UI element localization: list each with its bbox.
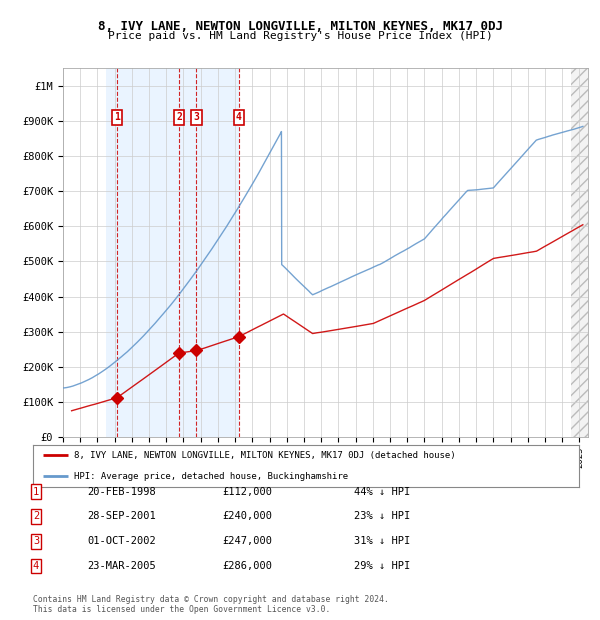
Text: This data is licensed under the Open Government Licence v3.0.: This data is licensed under the Open Gov… xyxy=(33,604,331,614)
Text: 8, IVY LANE, NEWTON LONGVILLE, MILTON KEYNES, MK17 0DJ: 8, IVY LANE, NEWTON LONGVILLE, MILTON KE… xyxy=(97,20,503,33)
Text: £247,000: £247,000 xyxy=(222,536,272,546)
Text: 20-FEB-1998: 20-FEB-1998 xyxy=(87,487,156,497)
Text: 2: 2 xyxy=(176,112,182,122)
Text: £240,000: £240,000 xyxy=(222,512,272,521)
Text: 28-SEP-2001: 28-SEP-2001 xyxy=(87,512,156,521)
Text: 3: 3 xyxy=(193,112,199,122)
Text: 23% ↓ HPI: 23% ↓ HPI xyxy=(354,512,410,521)
Text: £112,000: £112,000 xyxy=(222,487,272,497)
Bar xyxy=(106,68,239,437)
Bar xyxy=(571,68,588,437)
Text: 29% ↓ HPI: 29% ↓ HPI xyxy=(354,561,410,571)
Bar xyxy=(571,68,588,437)
Text: £286,000: £286,000 xyxy=(222,561,272,571)
Text: Contains HM Land Registry data © Crown copyright and database right 2024.: Contains HM Land Registry data © Crown c… xyxy=(33,595,389,604)
Text: HPI: Average price, detached house, Buckinghamshire: HPI: Average price, detached house, Buck… xyxy=(74,472,348,480)
Text: 4: 4 xyxy=(236,112,242,122)
Text: 1: 1 xyxy=(33,487,39,497)
Text: 8, IVY LANE, NEWTON LONGVILLE, MILTON KEYNES, MK17 0DJ (detached house): 8, IVY LANE, NEWTON LONGVILLE, MILTON KE… xyxy=(74,451,455,459)
Text: 31% ↓ HPI: 31% ↓ HPI xyxy=(354,536,410,546)
Text: 2: 2 xyxy=(33,512,39,521)
Text: 23-MAR-2005: 23-MAR-2005 xyxy=(87,561,156,571)
Text: 01-OCT-2002: 01-OCT-2002 xyxy=(87,536,156,546)
Text: 44% ↓ HPI: 44% ↓ HPI xyxy=(354,487,410,497)
Text: 1: 1 xyxy=(114,112,120,122)
Text: Price paid vs. HM Land Registry's House Price Index (HPI): Price paid vs. HM Land Registry's House … xyxy=(107,31,493,41)
Text: 4: 4 xyxy=(33,561,39,571)
Text: 3: 3 xyxy=(33,536,39,546)
